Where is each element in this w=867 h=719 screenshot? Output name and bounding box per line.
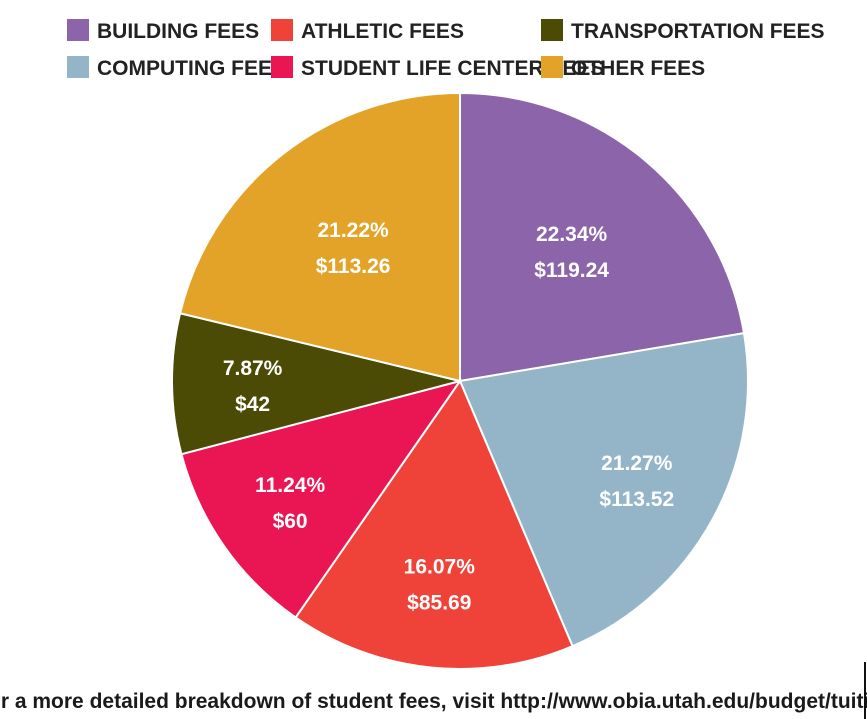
slice-labels: 22.34% $119.24 21.27% $113.52 16.07% $85.69 11…: [223, 219, 674, 614]
footer-note: For a more detailed breakdown of student…: [0, 690, 867, 713]
legend-swatch-other-fees: [541, 56, 563, 78]
percent-label-student-life-center-fees: 11.24%: [255, 474, 325, 497]
slice-athletic-fees: [294, 378, 574, 670]
value-label-student-life-center-fees: $60: [273, 510, 308, 533]
legend-label-computing-fees: COMPUTING FEES: [97, 57, 286, 80]
legend-label-student-life-center-fees: STUDENT LIFE CENTER FEES: [301, 57, 604, 80]
legend: BUILDING FEES ATHLETIC FEES TRANSPORTATION…: [67, 19, 825, 80]
legend-swatch-building-fees: [67, 19, 89, 41]
slice-other-fees: [178, 91, 461, 383]
value-label-computing-fees: $113.52: [599, 488, 674, 511]
value-label-building-fees: $119.24: [534, 259, 609, 282]
legend-label-other-fees: OTHER FEES: [571, 57, 705, 80]
slice-transportation-fees: [171, 312, 461, 456]
value-label-athletic-fees: $85.69: [407, 592, 471, 615]
percent-label-transportation-fees: 7.87%: [223, 357, 283, 380]
legend-swatch-athletic-fees: [271, 19, 293, 41]
value-label-transportation-fees: $42: [235, 393, 270, 416]
percent-label-other-fees: 21.22%: [317, 219, 389, 242]
legend-label-building-fees: BUILDING FEES: [97, 20, 259, 43]
legend-swatch-computing-fees: [67, 56, 89, 78]
slice-student-life-center-fees: [180, 379, 463, 619]
percent-label-athletic-fees: 16.07%: [404, 556, 476, 579]
percent-label-computing-fees: 21.27%: [601, 452, 673, 475]
slice-building-fees: [459, 91, 746, 383]
legend-label-transportation-fees: TRANSPORTATION FEES: [571, 20, 825, 43]
value-label-other-fees: $113.26: [316, 255, 391, 278]
legend-swatch-student-life-center-fees: [271, 56, 293, 78]
legend-swatch-transportation-fees: [541, 19, 563, 41]
percent-label-building-fees: 22.34%: [536, 223, 608, 246]
legend-label-athletic-fees: ATHLETIC FEES: [301, 20, 464, 43]
slice-computing-fees: [458, 331, 749, 648]
pie-slices: [171, 91, 749, 670]
